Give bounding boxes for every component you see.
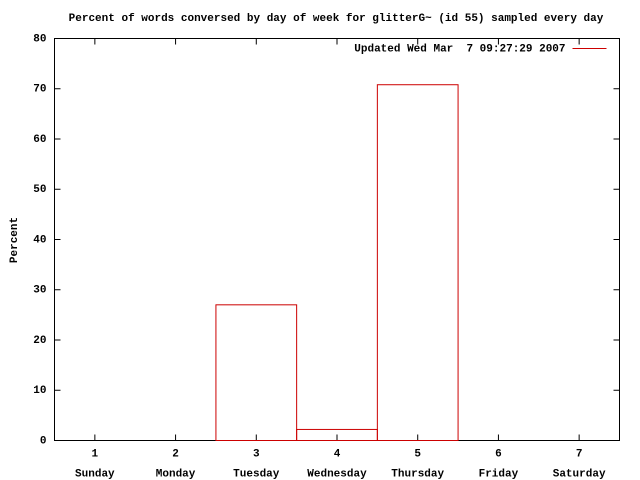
x-tick-label: 4 — [334, 448, 341, 460]
category-label: Tuesday — [233, 468, 280, 480]
y-tick-label: 20 — [33, 335, 46, 347]
y-tick-label: 50 — [33, 184, 46, 196]
x-tick-label: 6 — [495, 448, 502, 460]
bar — [215, 304, 298, 442]
x-tick-label: 1 — [92, 448, 99, 460]
category-label: Thursday — [391, 468, 444, 480]
y-tick-label: 10 — [33, 385, 46, 397]
category-label: Saturday — [553, 468, 606, 480]
category-label: Friday — [479, 468, 519, 480]
chart-title: Percent of words conversed by day of wee… — [69, 13, 604, 25]
y-tick-label: 40 — [33, 234, 46, 246]
category-label: Wednesday — [307, 468, 367, 480]
x-tick-label: 2 — [172, 448, 179, 460]
legend-label: Updated Wed Mar 7 09:27:29 2007 — [354, 43, 565, 55]
bar — [376, 84, 459, 441]
x-tick-label: 7 — [576, 448, 583, 460]
y-tick-label: 0 — [40, 435, 47, 447]
y-axis-label: Percent — [9, 217, 21, 263]
x-tick-label: 3 — [253, 448, 260, 460]
category-label: Monday — [156, 468, 196, 480]
y-tick-label: 80 — [33, 33, 46, 45]
category-label: Sunday — [75, 468, 115, 480]
y-tick-label: 60 — [33, 134, 46, 146]
y-tick-label: 30 — [33, 285, 46, 297]
y-tick-label: 70 — [33, 84, 46, 96]
x-tick-label: 5 — [414, 448, 421, 460]
